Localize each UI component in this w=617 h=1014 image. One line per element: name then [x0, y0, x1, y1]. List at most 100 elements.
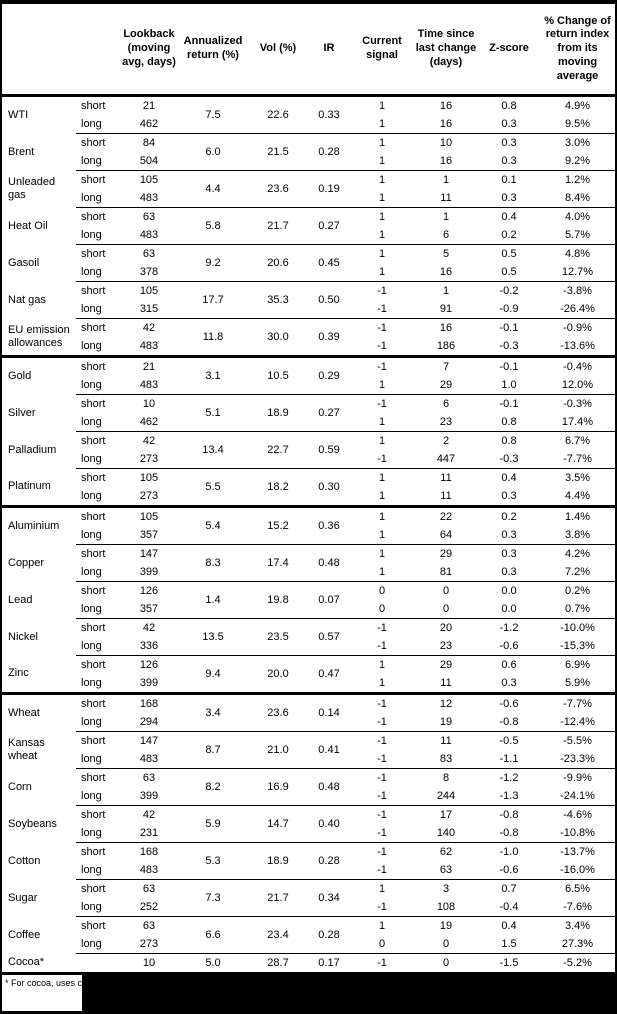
commodity-name: Aluminium [2, 505, 76, 545]
commodity-row: Gasoil short 63 9.2 20.6 0.45 1 5 0.5 4.8% [2, 244, 615, 282]
cell-lookback: 483 [139, 228, 159, 241]
cell-lookback: 399 [139, 565, 159, 578]
leg-label: short [76, 95, 120, 115]
cell-pct-change: -10.0% [540, 618, 615, 637]
cell-time-since-change: 6 [414, 394, 478, 413]
commodity-row: Corn short 63 8.2 16.9 0.48 -1 8 -1.2 -9.9% [2, 768, 615, 806]
cell-zscore: 1.0 [501, 378, 517, 391]
commodity-row-long: long 462 1 23 0.8 17.4% [2, 413, 615, 432]
cell-pct-change: 3.5% [540, 468, 615, 487]
cell-time-since-change: 0 [414, 953, 478, 975]
cell-zscore: 0.3 [501, 565, 517, 578]
cell-pct-change: -4.6% [540, 805, 615, 824]
cell-pct-change: 9.2% [564, 154, 591, 167]
commodity-row: Brent short 84 6.0 21.5 0.28 1 10 0.3 3.0% [2, 133, 615, 171]
cell-zscore: 0.3 [501, 528, 517, 541]
leg-label: short [76, 505, 120, 526]
cell-ir: 0.36 [308, 505, 350, 545]
commodity-row: Unleaded gas short 105 4.4 23.6 0.19 1 1 0.1 1.2% [2, 170, 615, 208]
cell-time-since-change: 108 [436, 900, 456, 913]
header-pct-change: % Change of return index from its moving… [540, 4, 615, 97]
cell-lookback: 357 [139, 528, 159, 541]
commodity-name: Cotton [8, 854, 41, 867]
cell-pct-change: 6.7% [540, 431, 615, 450]
leg-label: short [76, 133, 120, 152]
commodity-name: Unleaded gas [8, 176, 56, 201]
cell-signal: 1 [350, 655, 414, 674]
commodity-row-long: long 399 -1 244 -1.3 -24.1% [2, 787, 615, 806]
cell-pct-change: 6.5% [540, 879, 615, 898]
cell-zscore: 0.3 [501, 154, 517, 167]
leg-label: short [76, 431, 120, 450]
cell-lookback: 399 [139, 676, 159, 689]
leg-label: long [81, 489, 102, 502]
cell-annualized-return: 8.7 [178, 731, 248, 769]
cell-pct-change: 0.2% [540, 581, 615, 600]
cell-signal: 0 [378, 937, 386, 950]
commodity-row: Soybeans short 42 5.9 14.7 0.40 -1 17 -0.8 -4.6% [2, 805, 615, 843]
commodity-name: Zinc [8, 667, 29, 680]
cell-lookback: 147 [120, 731, 178, 750]
cell-pct-change: -5.2% [540, 953, 615, 975]
cell-pct-change: -23.3% [560, 752, 595, 765]
cell-zscore: 0.3 [478, 133, 540, 152]
commodity-row-long: long 231 -1 140 -0.8 -10.8% [2, 824, 615, 843]
cell-vol: 21.7 [248, 207, 308, 245]
leg-label: long [81, 789, 102, 802]
cell-zscore: 0.6 [478, 655, 540, 674]
cell-ir: 0.48 [308, 768, 350, 806]
cell-ir: 0.34 [308, 879, 350, 917]
leg-label: long [81, 378, 102, 391]
commodity-row: Nickel short 42 13.5 23.5 0.57 -1 20 -1.2 -10.0% [2, 618, 615, 656]
cell-time-since-change: 63 [439, 863, 453, 876]
cell-pct-change: 27.3% [561, 937, 594, 950]
cell-pct-change: -5.5% [540, 731, 615, 750]
cell-lookback: 357 [139, 602, 159, 615]
leg-label: long [81, 900, 102, 913]
cell-signal: 1 [378, 117, 386, 130]
cell-ir: 0.07 [308, 581, 350, 619]
cell-pct-change: -13.7% [540, 842, 615, 861]
cell-ir: 0.40 [308, 805, 350, 843]
cell-signal: 0 [378, 602, 386, 615]
cell-signal: 1 [350, 244, 414, 263]
commodity-row-long: long 294 -1 19 -0.8 -12.4% [2, 713, 615, 732]
commodity-row-long: long 483 -1 63 -0.6 -16.0% [2, 861, 615, 880]
cell-pct-change: 4.9% [540, 95, 615, 115]
cell-ir: 0.17 [308, 953, 350, 975]
commodity-row-long: long 273 -1 447 -0.3 -7.7% [2, 450, 615, 469]
leg-label: long [81, 602, 102, 615]
cell-pct-change: -15.3% [560, 639, 595, 652]
cell-zscore: -1.5 [478, 953, 540, 975]
cell-signal: 1 [378, 676, 386, 689]
cell-lookback: 105 [120, 505, 178, 526]
cell-time-since-change: 3 [414, 879, 478, 898]
cell-pct-change: 5.7% [564, 228, 591, 241]
cell-signal: -1 [350, 394, 414, 413]
cell-signal: 1 [350, 431, 414, 450]
cell-ir: 0.28 [308, 916, 350, 954]
cell-zscore: -0.6 [478, 692, 540, 713]
cell-lookback: 42 [120, 805, 178, 824]
header-blank-name [2, 4, 76, 97]
footnote-text: * For cocoa, uses c [5, 978, 83, 988]
cell-annualized-return: 9.2 [178, 244, 248, 282]
commodity-row: Zinc short 126 9.4 20.0 0.47 1 29 0.6 6.9% [2, 655, 615, 694]
cell-zscore: 0.3 [478, 544, 540, 563]
cell-ir: 0.45 [308, 244, 350, 282]
cell-lookback: 10 [120, 394, 178, 413]
commodity-row: Aluminium short 105 5.4 15.2 0.36 1 22 0.2 1.4% [2, 505, 615, 545]
cell-vol: 23.4 [248, 916, 308, 954]
leg-label: long [81, 265, 102, 278]
leg-label: long [81, 228, 102, 241]
cell-signal: 1 [378, 528, 386, 541]
cell-pct-change: -13.6% [560, 339, 595, 352]
leg-label: short [76, 170, 120, 189]
cell-signal: -1 [377, 452, 387, 465]
cell-vol: 35.3 [248, 281, 308, 319]
cell-lookback: 315 [139, 302, 159, 315]
cell-lookback: 126 [120, 581, 178, 600]
cell-signal: -1 [350, 281, 414, 300]
cell-time-since-change: 91 [439, 302, 453, 315]
table-body: WTI short 21 7.5 22.6 0.33 1 16 0.8 4.9% long 462 1 1… [2, 95, 615, 975]
